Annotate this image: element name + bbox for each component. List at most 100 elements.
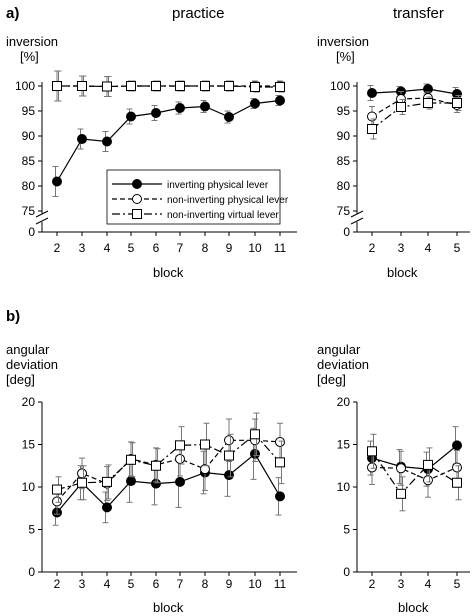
data-point: [396, 488, 406, 499]
data-point: [151, 81, 161, 91]
series-line: [371, 97, 458, 118]
data-point: [102, 81, 112, 92]
data-point: [250, 429, 260, 440]
legend: inverting physical lever non-inverting p…: [106, 169, 289, 225]
y-tick-label: 5: [28, 523, 35, 537]
axis-break-mark: [350, 210, 364, 218]
data-point: [52, 81, 62, 91]
series-line: [56, 99, 281, 182]
y-tick-label: 90: [22, 129, 36, 143]
y-tick-label: 75: [337, 204, 351, 218]
practice-title: practice: [172, 5, 225, 22]
data-point: [452, 440, 462, 451]
x-tick-label: 4: [425, 241, 432, 255]
svg-text:angular: angular: [6, 342, 50, 357]
x-tick-label: 9: [226, 241, 233, 255]
x-tick-label: 11: [274, 241, 287, 255]
data-point: [102, 502, 112, 513]
x-tick-label: 3: [398, 241, 405, 255]
legend-item-inverting-physical: inverting physical lever: [112, 179, 269, 191]
y-tick-label: 80: [22, 179, 36, 193]
y-tick-label: 10: [22, 480, 36, 494]
data-point: [367, 111, 377, 122]
y-tick-label: 95: [22, 104, 36, 118]
y-tick-label: 100: [15, 79, 35, 93]
data-point: [367, 88, 377, 98]
svg-text:[%]: [%]: [336, 49, 355, 64]
chart-a-practice: 0 75 80 85 90 95 100 2 3 4 5 6 7 8 9 10 11: [15, 70, 297, 255]
x-tick-label: 5: [454, 577, 461, 591]
data-point: [102, 476, 112, 487]
axis-break-mark: [35, 217, 49, 225]
series-line: [371, 444, 458, 470]
svg-text:non-inverting virtual lever: non-inverting virtual lever: [167, 210, 279, 221]
data-point: [77, 134, 87, 144]
y-tick-label: 15: [337, 438, 351, 452]
x-tick-label: 5: [128, 241, 135, 255]
data-point: [52, 496, 62, 507]
data-point: [175, 103, 185, 113]
y-tick-label: 90: [337, 129, 351, 143]
data-point: [275, 95, 285, 106]
data-point: [175, 476, 185, 487]
xlabel-b-practice: block: [153, 600, 184, 615]
data-point: [175, 440, 185, 451]
x-tick-label: 5: [454, 241, 461, 255]
ylabel-a-transfer: inversion [%]: [317, 34, 369, 64]
data-point: [367, 462, 377, 473]
chart-b-transfer: 0 5 10 15 20 2 3 4 5: [337, 395, 470, 591]
x-tick-label: 9: [226, 577, 233, 591]
x-tick-label: 3: [79, 577, 86, 591]
series-open-circle: [52, 418, 285, 515]
data-point: [250, 98, 260, 109]
series-line: [56, 433, 281, 491]
ylabel-b-transfer: angular deviation [deg]: [317, 342, 369, 387]
data-point: [102, 136, 112, 147]
xlabel-b-transfer: block: [398, 600, 429, 615]
data-point: [367, 124, 377, 134]
x-tick-label: 4: [425, 577, 432, 591]
x-tick-label: 7: [177, 577, 184, 591]
data-point: [452, 462, 462, 473]
x-tick-label: 3: [398, 577, 405, 591]
x-tick-label: 5: [128, 577, 135, 591]
x-tick-label: 6: [153, 577, 160, 591]
data-point: [423, 459, 433, 470]
data-point: [52, 484, 62, 495]
y-tick-label: 100: [330, 79, 350, 93]
data-point: [200, 464, 210, 475]
x-tick-label: 3: [79, 241, 86, 255]
xlabel-a-practice: block: [153, 265, 184, 280]
legend-item-noninverting-virtual: non-inverting virtual lever: [112, 209, 279, 221]
series-filled-circle: [52, 427, 285, 526]
chart-a-transfer: 0 75 80 85 90 95 100 2 3 4 5: [330, 79, 470, 255]
chart-b-practice: 0 5 10 15 20 2 3 4 5 6 7 8 9 10 11: [22, 395, 297, 591]
data-point: [423, 475, 433, 486]
x-tick-label: 7: [177, 241, 184, 255]
svg-text:deviation: deviation: [317, 357, 369, 372]
data-point: [367, 446, 377, 457]
xlabel-a-transfer: block: [387, 265, 418, 280]
series-open-square: [367, 433, 462, 512]
transfer-title: transfer: [393, 5, 444, 22]
x-tick-label: 6: [153, 241, 160, 255]
svg-text:[deg]: [deg]: [317, 372, 346, 387]
data-point: [275, 491, 285, 502]
y-tick-label: 10: [337, 480, 351, 494]
series-line: [56, 452, 281, 513]
ylabel-a-practice: inversion [%]: [6, 34, 58, 64]
svg-text:angular: angular: [317, 342, 361, 357]
series-filled-circle: [367, 83, 462, 101]
panel-a-label: a): [6, 5, 19, 22]
panel-b-label: b): [6, 308, 20, 325]
x-tick-label: 8: [202, 241, 209, 255]
series-line: [371, 102, 457, 130]
data-point: [396, 463, 406, 474]
series-line: [371, 88, 458, 95]
y-tick-label: 85: [337, 154, 351, 168]
y-tick-label: 0: [343, 225, 350, 239]
data-point: [452, 98, 462, 108]
x-tick-label: 2: [54, 577, 61, 591]
series-open-square: [367, 95, 462, 140]
data-point: [224, 470, 234, 481]
